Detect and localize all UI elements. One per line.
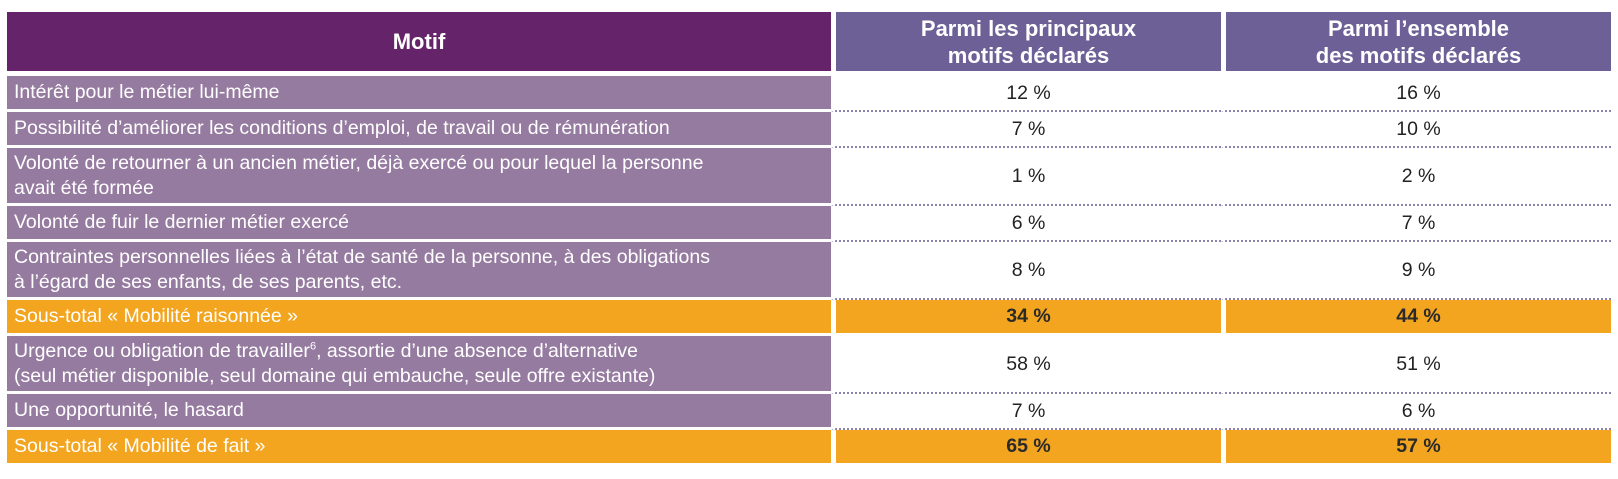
value-ensemble: 16 % — [1221, 76, 1611, 112]
motif-table: Motif Parmi les principaux motifs déclar… — [7, 12, 1611, 466]
value-principaux: 1 % — [831, 148, 1221, 206]
subtotal-label: Sous-total « Mobilité raisonnée » — [7, 300, 831, 336]
value-principaux: 58 % — [831, 336, 1221, 394]
table-row: Volonté de fuir le dernier métier exercé… — [7, 206, 1611, 242]
header-ensemble-line-2: des motifs déclarés — [1315, 42, 1522, 68]
value-ensemble: 10 % — [1221, 112, 1611, 148]
row-label-line: Possibilité d’améliorer les conditions d… — [14, 117, 670, 139]
subtotal-label: Sous-total « Mobilité de fait » — [7, 430, 831, 466]
row-label-line: Volonté de retourner à un ancien métier,… — [14, 151, 704, 174]
row-label: Contraintes personnelles liées à l’état … — [7, 242, 831, 300]
value-principaux: 7 % — [831, 394, 1221, 430]
header-principaux-line-2: motifs déclarés — [947, 42, 1110, 68]
table-row: Urgence ou obligation de travailler6, as… — [7, 336, 1611, 394]
header-ensemble-line-1: Parmi l’ensemble — [1328, 15, 1509, 41]
row-label: Volonté de retourner à un ancien métier,… — [7, 148, 831, 206]
header-principaux: Parmi les principaux motifs déclarés — [831, 12, 1221, 76]
row-label-line: Volonté de fuir le dernier métier exercé — [14, 211, 349, 233]
row-label-line: à l’égard de ses enfants, de ses parents… — [14, 270, 403, 293]
header-principaux-line-1: Parmi les principaux — [920, 15, 1137, 41]
row-label: Urgence ou obligation de travailler6, as… — [7, 336, 831, 394]
subtotal-row: Sous-total « Mobilité de fait » 65 % 57 … — [7, 430, 1611, 466]
motif-table-container: Motif Parmi les principaux motifs déclar… — [7, 12, 1611, 466]
table-row: Possibilité d’améliorer les conditions d… — [7, 112, 1611, 148]
value-principaux: 6 % — [831, 206, 1221, 242]
header-row: Motif Parmi les principaux motifs déclar… — [7, 12, 1611, 76]
row-label-line: Sous-total « Mobilité raisonnée » — [14, 305, 298, 327]
row-label: Une opportunité, le hasard — [7, 394, 831, 430]
row-label: Possibilité d’améliorer les conditions d… — [7, 112, 831, 148]
subtotal-row: Sous-total « Mobilité raisonnée » 34 % 4… — [7, 300, 1611, 336]
subtotal-principaux: 65 % — [831, 430, 1221, 466]
table-row: Volonté de retourner à un ancien métier,… — [7, 148, 1611, 206]
value-ensemble: 7 % — [1221, 206, 1611, 242]
row-label-line: Une opportunité, le hasard — [14, 399, 244, 421]
header-ensemble: Parmi l’ensemble des motifs déclarés — [1221, 12, 1611, 76]
value-ensemble: 2 % — [1221, 148, 1611, 206]
value-ensemble: 6 % — [1221, 394, 1611, 430]
table-row: Contraintes personnelles liées à l’état … — [7, 242, 1611, 300]
subtotal-principaux: 34 % — [831, 300, 1221, 336]
footnote-marker: 6 — [309, 340, 317, 352]
row-label: Intérêt pour le métier lui-même — [7, 76, 831, 112]
value-ensemble: 9 % — [1221, 242, 1611, 300]
table-row: Une opportunité, le hasard 7 % 6 % — [7, 394, 1611, 430]
row-label-text: Urgence ou obligation de travailler — [14, 339, 310, 362]
row-label-line: Contraintes personnelles liées à l’état … — [14, 245, 710, 268]
value-principaux: 12 % — [831, 76, 1221, 112]
subtotal-ensemble: 57 % — [1221, 430, 1611, 466]
row-label-line: Intérêt pour le métier lui-même — [14, 81, 280, 103]
value-principaux: 8 % — [831, 242, 1221, 300]
row-label: Volonté de fuir le dernier métier exercé — [7, 206, 831, 242]
row-label-line: Urgence ou obligation de travailler6, as… — [14, 339, 831, 364]
value-principaux: 7 % — [831, 112, 1221, 148]
row-label-line: (seul métier disponible, seul domaine qu… — [14, 364, 656, 387]
row-label-line: Sous-total « Mobilité de fait » — [14, 435, 266, 457]
table-row: Intérêt pour le métier lui-même 12 % 16 … — [7, 76, 1611, 112]
row-label-line: avait été formée — [14, 176, 154, 199]
row-label-text-suffix: , assortie d’une absence d’alternative — [316, 339, 639, 362]
header-motif: Motif — [7, 12, 831, 76]
subtotal-ensemble: 44 % — [1221, 300, 1611, 336]
value-ensemble: 51 % — [1221, 336, 1611, 394]
